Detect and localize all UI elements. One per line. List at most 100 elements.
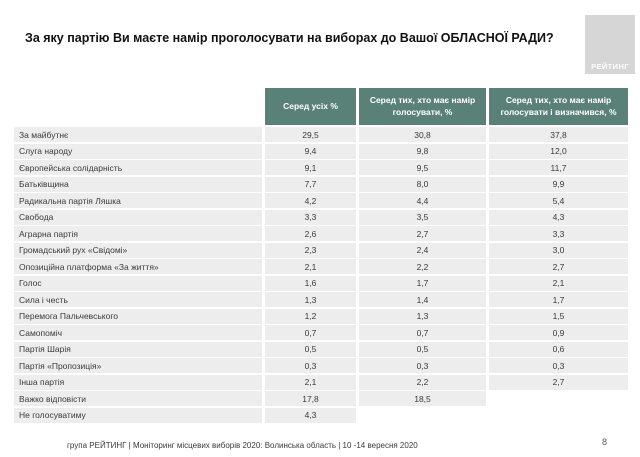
table-row: Опозиційна платформа «За життя» 2,1 2,2 2,7 [14, 259, 628, 274]
row-label: Європейська солідарність [14, 160, 262, 175]
value-cell: 18,5 [359, 391, 486, 406]
row-label: Перемога Пальчевського [14, 308, 262, 324]
value-cell: 17,8 [265, 391, 356, 406]
row-label: Свобода [14, 209, 262, 225]
value-cell: 9,4 [265, 143, 356, 159]
table-header-row: Серед усіх % Серед тих, хто має намір го… [14, 88, 628, 125]
value-cell: 2,3 [265, 242, 356, 258]
value-cell: 0,3 [265, 358, 356, 373]
value-cell: 0,7 [359, 325, 486, 340]
value-cell: 4,3 [265, 407, 356, 423]
table-row: Не голосуватиму 4,3 [14, 407, 628, 423]
table-row: Батьківщина 7,7 8,0 9,9 [14, 176, 628, 192]
row-label: Партія Шарія [14, 341, 262, 357]
table-row: Слуга народу 9,4 9,8 12,0 [14, 143, 628, 159]
table-row: Партія Шарія 0,5 0,5 0,6 [14, 341, 628, 357]
footer-source-text: група РЕЙТИНГ | Моніторинг місцевих вибо… [67, 441, 418, 450]
value-cell: 1,7 [359, 275, 486, 291]
value-cell: 0,5 [265, 341, 356, 357]
row-label: Важко відповісти [14, 391, 262, 406]
table-row: Радикальна партія Ляшка 4,2 4,4 5,4 [14, 193, 628, 208]
value-cell: 2,1 [265, 259, 356, 274]
row-label: Не голосуватиму [14, 407, 262, 423]
value-cell: 9,8 [359, 143, 486, 159]
table-row: Голос 1,6 1,7 2,1 [14, 275, 628, 291]
value-cell: 0,6 [489, 341, 628, 357]
value-cell: 0,3 [489, 358, 628, 373]
table-row: Свобода 3,3 3,5 4,3 [14, 209, 628, 225]
table-row: Інша партія 2,1 2,2 2,7 [14, 374, 628, 390]
value-cell: 0,9 [489, 325, 628, 340]
value-cell: 11,7 [489, 160, 628, 175]
value-cell: 3,3 [489, 226, 628, 241]
value-cell: 4,4 [359, 193, 486, 208]
value-cell: 2,4 [359, 242, 486, 258]
value-cell: 1,3 [265, 292, 356, 307]
value-cell: 7,7 [265, 176, 356, 192]
value-cell: 2,2 [359, 259, 486, 274]
header-spacer [14, 88, 262, 125]
value-cell: 12,0 [489, 143, 628, 159]
value-cell: 1,5 [489, 308, 628, 324]
value-cell: 2,2 [359, 374, 486, 390]
table-rows: За майбутнє 29,5 30,8 37,8 Слуга народу 9,4 9,… [14, 127, 628, 423]
value-cell [489, 408, 628, 423]
rating-group-logo: РЕЙТИНГ [585, 15, 635, 74]
value-cell: 0,3 [359, 358, 486, 373]
value-cell: 9,5 [359, 160, 486, 175]
value-cell: 0,7 [265, 325, 356, 340]
row-label: За майбутнє [14, 127, 262, 142]
row-label: Сила і честь [14, 292, 262, 307]
table-row: Перемога Пальчевського 1,2 1,3 1,5 [14, 308, 628, 324]
value-cell: 2,6 [265, 226, 356, 241]
row-label: Опозиційна платформа «За життя» [14, 259, 262, 274]
value-cell: 2,1 [265, 374, 356, 390]
value-cell: 2,7 [489, 259, 628, 274]
row-label: Партія «Пропозиція» [14, 358, 262, 373]
row-label: Радикальна партія Ляшка [14, 193, 262, 208]
column-header-all: Серед усіх % [265, 88, 356, 125]
value-cell: 1,2 [265, 308, 356, 324]
column-header-decided: Серед тих, хто має намір голосувати і ви… [489, 88, 628, 125]
table-row: Аграрна партія 2,6 2,7 3,3 [14, 226, 628, 241]
value-cell: 8,0 [359, 176, 486, 192]
row-label: Батьківщина [14, 176, 262, 192]
table-row: За майбутнє 29,5 30,8 37,8 [14, 127, 628, 142]
row-label: Аграрна партія [14, 226, 262, 241]
value-cell: 2,7 [359, 226, 486, 241]
value-cell: 1,3 [359, 308, 486, 324]
table-row: Самопоміч 0,7 0,7 0,9 [14, 325, 628, 340]
value-cell: 0,5 [359, 341, 486, 357]
value-cell: 3,0 [489, 242, 628, 258]
row-label: Інша партія [14, 374, 262, 390]
value-cell: 29,5 [265, 127, 356, 142]
value-cell: 5,4 [489, 193, 628, 208]
value-cell: 1,7 [489, 292, 628, 307]
value-cell: 4,3 [489, 209, 628, 225]
value-cell: 9,9 [489, 176, 628, 192]
row-label: Слуга народу [14, 143, 262, 159]
value-cell: 2,1 [489, 275, 628, 291]
row-label: Самопоміч [14, 325, 262, 340]
value-cell [359, 408, 486, 423]
table-row: Громадський рух «Свідомі» 2,3 2,4 3,0 [14, 242, 628, 258]
table-row: Партія «Пропозиція» 0,3 0,3 0,3 [14, 358, 628, 373]
page-number: 8 [602, 437, 608, 447]
value-cell [489, 391, 628, 406]
value-cell: 2,7 [489, 374, 628, 390]
table-row: Сила і честь 1,3 1,4 1,7 [14, 292, 628, 307]
value-cell: 9,1 [265, 160, 356, 175]
value-cell: 1,4 [359, 292, 486, 307]
value-cell: 30,8 [359, 127, 486, 142]
row-label: Громадський рух «Свідомі» [14, 242, 262, 258]
column-header-intend-to-vote: Серед тих, хто має намір голосувати, % [359, 88, 486, 125]
logo-text: РЕЙТИНГ [591, 62, 629, 71]
value-cell: 3,3 [265, 209, 356, 225]
row-label: Голос [14, 275, 262, 291]
value-cell: 3,5 [359, 209, 486, 225]
table-row: Важко відповісти 17,8 18,5 [14, 391, 628, 406]
table-row: Європейська солідарність 9,1 9,5 11,7 [14, 160, 628, 175]
results-table: Серед усіх % Серед тих, хто має намір го… [14, 88, 628, 424]
value-cell: 4,2 [265, 193, 356, 208]
